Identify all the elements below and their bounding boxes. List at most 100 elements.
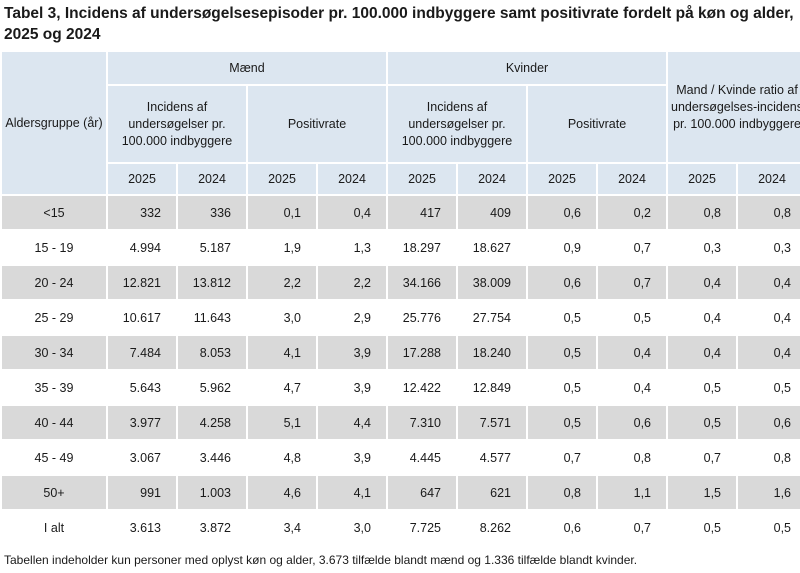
value-cell: 0,5	[528, 371, 596, 404]
value-cell: 25.776	[388, 301, 456, 334]
table-row: 20 - 24 12.821 13.812 2,2 2,2 34.166 38.009 0,6…	[2, 266, 800, 299]
table-row: 50+ 991 1.003 4,6 4,1 647 621 0,8 1,1 1,5 1,6	[2, 476, 800, 509]
value-cell: 4,4	[318, 406, 386, 439]
table-row: 35 - 39 5.643 5.962 4,7 3,9 12.422 12.849 0,5 0,…	[2, 371, 800, 404]
age-group-cell: 15 - 19	[2, 231, 106, 264]
value-cell: 1,5	[668, 476, 737, 509]
value-cell: 417	[388, 196, 456, 229]
header-ratio: Mand / Kvinde ratio af undersøgelses-inc…	[668, 52, 800, 162]
value-cell: 4.445	[388, 441, 456, 474]
value-cell: 38.009	[458, 266, 526, 299]
value-cell: 7.310	[388, 406, 456, 439]
table-title: Tabel 3, Incidens af undersøgelsesepisod…	[4, 5, 794, 43]
value-cell: 1,9	[248, 231, 316, 264]
age-group-cell: I alt	[2, 511, 106, 544]
value-cell: 0,7	[528, 441, 596, 474]
value-cell: 11.643	[178, 301, 246, 334]
table-row: 45 - 49 3.067 3.446 4,8 3,9 4.445 4.577 0,7 0,8 0…	[2, 441, 800, 474]
value-cell: 0,7	[598, 266, 667, 299]
value-cell: 0,4	[598, 336, 667, 369]
value-cell: 27.754	[458, 301, 526, 334]
value-cell: 7.484	[108, 336, 176, 369]
value-cell: 3,0	[318, 511, 386, 544]
header-age-group: Aldersgruppe (år)	[2, 52, 106, 194]
value-cell: 621	[458, 476, 526, 509]
value-cell: 8.262	[458, 511, 526, 544]
value-cell: 0,4	[668, 266, 737, 299]
value-cell: 2,9	[318, 301, 386, 334]
value-cell: 7.725	[388, 511, 456, 544]
year-header: 2024	[598, 164, 667, 194]
value-cell: 0,5	[738, 511, 800, 544]
value-cell: 0,8	[738, 441, 800, 474]
value-cell: 0,6	[528, 266, 596, 299]
year-header: 2024	[178, 164, 246, 194]
age-group-cell: 20 - 24	[2, 266, 106, 299]
value-cell: 1,1	[598, 476, 667, 509]
value-cell: 0,5	[668, 511, 737, 544]
value-cell: 1,6	[738, 476, 800, 509]
value-cell: 0,5	[738, 371, 800, 404]
value-cell: 4.994	[108, 231, 176, 264]
value-cell: 0,6	[598, 406, 667, 439]
year-header: 2025	[668, 164, 737, 194]
value-cell: 4.577	[458, 441, 526, 474]
table-row: <15 332 336 0,1 0,4 417 409 0,6 0,2 0,8 0,8	[2, 196, 800, 229]
age-group-cell: 50+	[2, 476, 106, 509]
value-cell: 4,6	[248, 476, 316, 509]
value-cell: 0,8	[738, 196, 800, 229]
value-cell: 0,5	[668, 406, 737, 439]
value-cell: 34.166	[388, 266, 456, 299]
age-group-cell: 45 - 49	[2, 441, 106, 474]
age-group-cell: <15	[2, 196, 106, 229]
value-cell: 0,4	[318, 196, 386, 229]
value-cell: 2,2	[318, 266, 386, 299]
value-cell: 5,1	[248, 406, 316, 439]
incidence-table: Aldersgruppe (år) Mænd Kvinder Mand / Kv…	[0, 50, 800, 546]
value-cell: 0,4	[738, 266, 800, 299]
value-cell: 0,5	[528, 301, 596, 334]
value-cell: 4,1	[318, 476, 386, 509]
value-cell: 1,3	[318, 231, 386, 264]
value-cell: 10.617	[108, 301, 176, 334]
header-women-positivity: Positivrate	[528, 86, 667, 162]
header-men-positivity: Positivrate	[248, 86, 386, 162]
value-cell: 2,2	[248, 266, 316, 299]
value-cell: 409	[458, 196, 526, 229]
value-cell: 3.613	[108, 511, 176, 544]
year-header: 2024	[458, 164, 526, 194]
value-cell: 18.627	[458, 231, 526, 264]
value-cell: 0,6	[528, 511, 596, 544]
value-cell: 0,5	[528, 336, 596, 369]
value-cell: 12.422	[388, 371, 456, 404]
value-cell: 13.812	[178, 266, 246, 299]
value-cell: 0,6	[738, 406, 800, 439]
value-cell: 3.446	[178, 441, 246, 474]
value-cell: 4,1	[248, 336, 316, 369]
table-row: 30 - 34 7.484 8.053 4,1 3,9 17.288 18.240 0,5 0,…	[2, 336, 800, 369]
year-header: 2025	[108, 164, 176, 194]
value-cell: 3,4	[248, 511, 316, 544]
value-cell: 5.187	[178, 231, 246, 264]
value-cell: 4,7	[248, 371, 316, 404]
age-group-cell: 30 - 34	[2, 336, 106, 369]
year-header: 2025	[248, 164, 316, 194]
value-cell: 17.288	[388, 336, 456, 369]
footnote: Tabellen indeholder kun personer med opl…	[4, 553, 638, 567]
value-cell: 991	[108, 476, 176, 509]
value-cell: 3,9	[318, 336, 386, 369]
value-cell: 1.003	[178, 476, 246, 509]
table-row: 40 - 44 3.977 4.258 5,1 4,4 7.310 7.571 0,5 0,6 0…	[2, 406, 800, 439]
year-header: 2025	[528, 164, 596, 194]
value-cell: 0,4	[738, 336, 800, 369]
value-cell: 0,7	[598, 231, 667, 264]
header-men: Mænd	[108, 52, 386, 84]
table-body: <15 332 336 0,1 0,4 417 409 0,6 0,2 0,8 0,8 15 - 19…	[2, 196, 800, 544]
value-cell: 0,8	[528, 476, 596, 509]
value-cell: 7.571	[458, 406, 526, 439]
value-cell: 0,4	[668, 301, 737, 334]
value-cell: 0,8	[598, 441, 667, 474]
value-cell: 4,8	[248, 441, 316, 474]
table-row: 25 - 29 10.617 11.643 3,0 2,9 25.776 27.754 0,5…	[2, 301, 800, 334]
value-cell: 0,9	[528, 231, 596, 264]
